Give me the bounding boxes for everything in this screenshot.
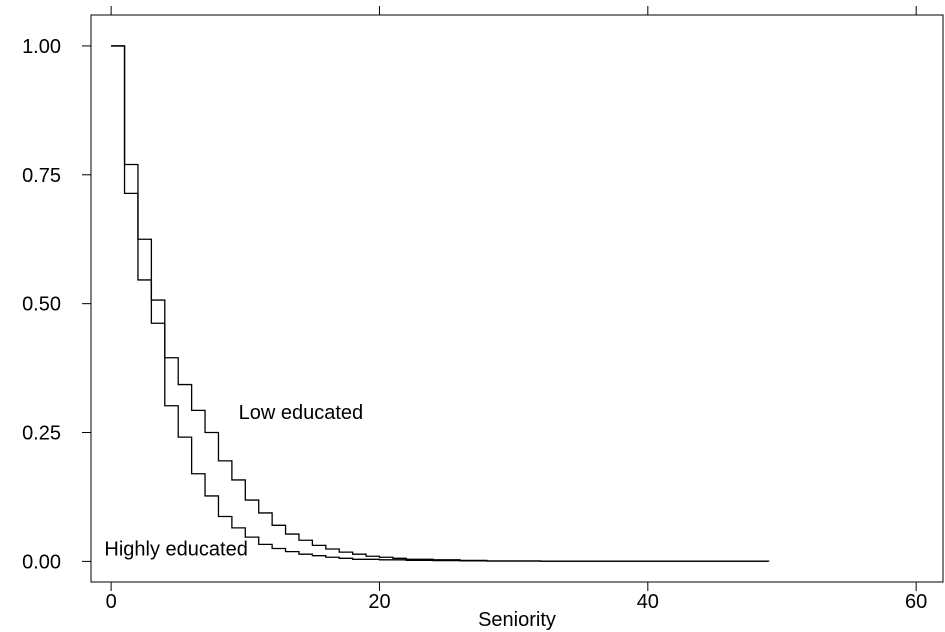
series-annotation: Low educated — [239, 402, 364, 424]
x-tick-label: 60 — [905, 591, 927, 613]
y-tick-label: 0.25 — [22, 423, 61, 445]
series-annotation: Highly educated — [104, 538, 247, 560]
x-tick-label: 20 — [368, 591, 390, 613]
series-line-low-educated — [111, 45, 770, 562]
y-tick-label: 0.00 — [22, 551, 61, 573]
series-group — [111, 45, 770, 562]
y-tick-label: 0.50 — [22, 294, 61, 316]
series-line-highly-educated — [111, 45, 770, 562]
annotation-group: Low educated Highly educated — [104, 402, 363, 561]
x-tick-label: 0 — [106, 591, 117, 613]
x-tick-label: 40 — [637, 591, 659, 613]
tick-group: 0 20 40 60 0.00 0.25 0.50 0.75 1.00 — [22, 6, 927, 613]
x-axis-label: Seniority — [478, 609, 556, 631]
plot-frame — [90, 14, 944, 583]
y-tick-label: 0.75 — [22, 165, 61, 187]
y-tick-label: 1.00 — [22, 36, 61, 58]
